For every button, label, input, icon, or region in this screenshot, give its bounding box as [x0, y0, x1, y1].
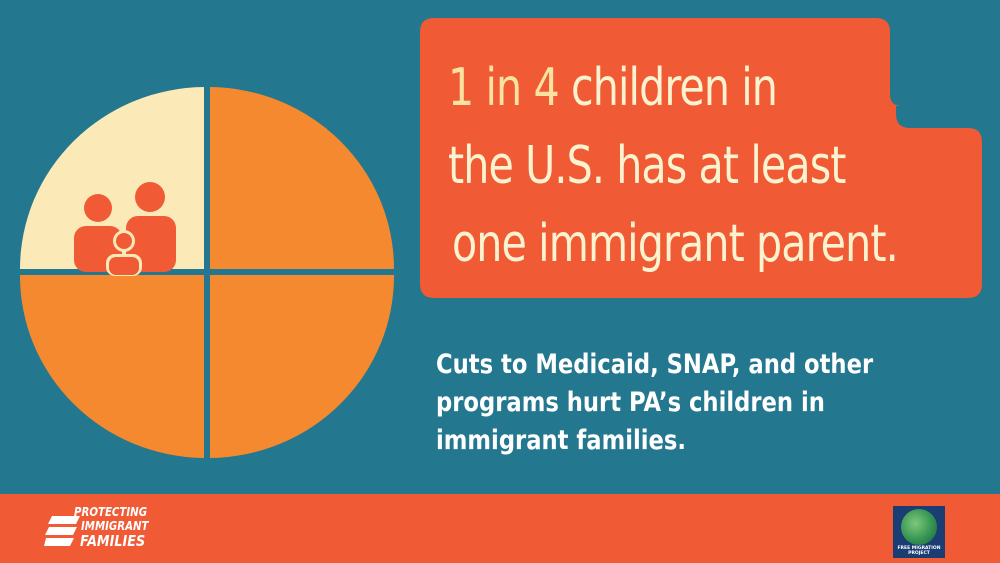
subtext-line-1: Cuts to Medicaid, SNAP, and other [436, 349, 874, 380]
footer-bar [0, 494, 1000, 563]
fmp-label: FREE MIGRATION PROJECT [893, 546, 945, 556]
subtext: Cuts to Medicaid, SNAP, and other progra… [436, 346, 890, 460]
pie-quarter-top-right [210, 87, 394, 269]
globe-icon [901, 509, 937, 545]
pie-quarter-bottom-left [19, 275, 204, 458]
headline-line-1: 1 in 4 children in [448, 58, 778, 118]
pie-quarter-bottom-right [210, 275, 395, 458]
free-migration-project-logo: FREE MIGRATION PROJECT [893, 506, 945, 558]
headline-accent: 1 in 4 [448, 58, 560, 118]
logo-line-1: PROTECTING [74, 505, 148, 519]
stacked-bars-icon [44, 516, 80, 546]
fmp-label-line-1: FREE MIGRATION [897, 546, 941, 551]
logo-line-2: IMMIGRANT [81, 519, 149, 533]
headline-line-1-rest: children in [558, 58, 778, 118]
headline-line-3: one immigrant parent. [452, 214, 899, 274]
headline-callout: 1 in 4 children in the U.S. has at least… [420, 18, 982, 300]
callout-shape [420, 18, 982, 298]
headline-line-2: the U.S. has at least [448, 136, 846, 196]
fmp-label-line-2: PROJECT [908, 551, 930, 556]
logo-line-3: FAMILIES [80, 532, 146, 550]
subtext-line-3: immigrant families. [436, 425, 687, 456]
subtext-line-2: programs hurt PA’s children in [436, 387, 825, 418]
quarter-pie [19, 87, 395, 458]
family-icon [74, 182, 176, 276]
protecting-immigrant-families-logo: PROTECTING IMMIGRANT FAMILIES [44, 506, 184, 556]
